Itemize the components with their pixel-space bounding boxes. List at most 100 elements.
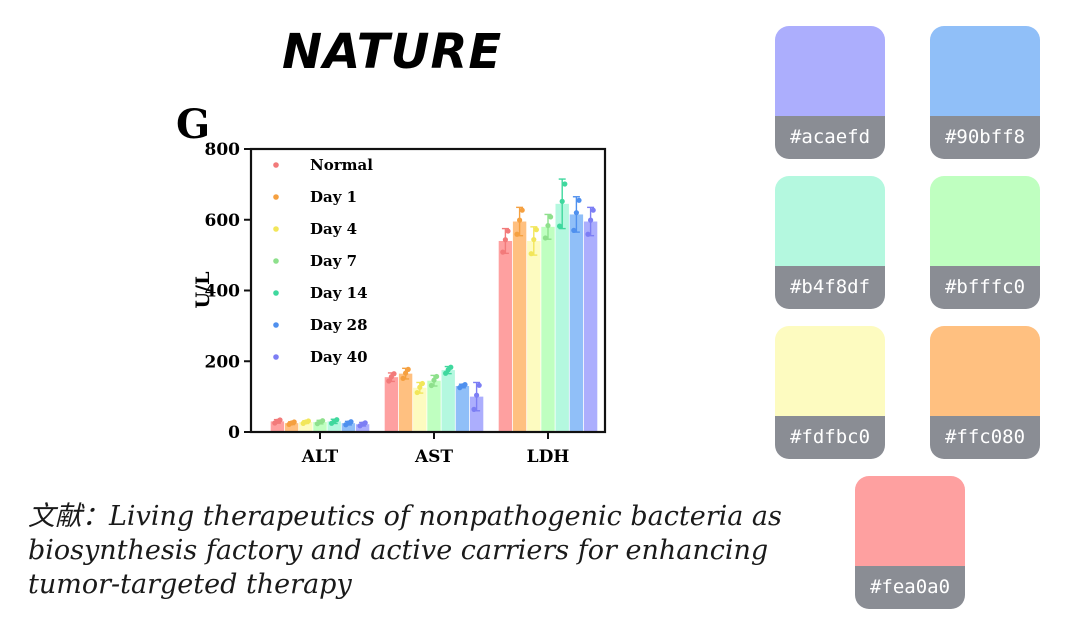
swatch-color bbox=[775, 326, 885, 416]
data-point bbox=[571, 227, 577, 233]
data-point bbox=[419, 380, 425, 387]
data-point bbox=[590, 207, 596, 213]
data-point bbox=[348, 419, 354, 425]
data-point bbox=[562, 181, 568, 187]
data-point bbox=[334, 417, 340, 423]
bar bbox=[427, 380, 441, 432]
panel-label: G bbox=[176, 101, 210, 148]
data-point bbox=[548, 214, 554, 220]
color-swatch: #bfffc0 bbox=[930, 176, 1040, 309]
data-point bbox=[428, 382, 434, 389]
y-tick-label: 800 bbox=[205, 140, 241, 160]
bar bbox=[413, 387, 427, 432]
bar bbox=[355, 424, 370, 432]
swatch-label: #bfffc0 bbox=[930, 266, 1040, 309]
swatch-color bbox=[930, 176, 1040, 266]
bar bbox=[441, 370, 455, 432]
bar bbox=[313, 422, 327, 432]
x-tick-label: AST bbox=[414, 447, 453, 467]
legend-label: Day 4 bbox=[310, 220, 357, 238]
bar bbox=[341, 423, 356, 432]
brand-logo: NATURE bbox=[282, 24, 503, 80]
data-point bbox=[434, 373, 440, 380]
data-point bbox=[414, 389, 420, 396]
data-point bbox=[588, 217, 594, 223]
citation: 文献：Living therapeutics of nonpathogenic … bbox=[28, 500, 818, 602]
data-point bbox=[502, 237, 508, 243]
data-point bbox=[400, 375, 406, 382]
y-tick-label: 200 bbox=[205, 352, 241, 372]
data-point bbox=[448, 364, 454, 370]
data-point bbox=[573, 210, 580, 216]
swatch-label: #fdfbc0 bbox=[775, 416, 885, 459]
color-swatch: #b4f8df bbox=[775, 176, 885, 309]
swatch-label: #fea0a0 bbox=[855, 566, 965, 609]
data-point bbox=[531, 236, 537, 243]
x-tick-label: LDH bbox=[527, 447, 570, 467]
bar bbox=[270, 421, 285, 432]
data-point bbox=[462, 381, 468, 388]
data-point bbox=[305, 418, 311, 424]
data-point bbox=[559, 198, 565, 204]
swatch-label: #ffc080 bbox=[930, 416, 1040, 459]
data-point bbox=[386, 378, 392, 384]
bar bbox=[284, 423, 299, 432]
y-tick-label: 0 bbox=[228, 423, 240, 443]
legend-label: Normal bbox=[310, 156, 373, 174]
data-point bbox=[505, 228, 511, 234]
data-point bbox=[528, 251, 534, 257]
data-point bbox=[585, 231, 591, 237]
data-point bbox=[362, 420, 368, 426]
data-point bbox=[519, 207, 525, 213]
bar bbox=[398, 373, 413, 432]
swatch-label: #90bff8 bbox=[930, 116, 1040, 159]
y-tick-label: 400 bbox=[205, 282, 241, 302]
legend-marker bbox=[273, 162, 279, 168]
bar bbox=[469, 396, 484, 432]
bar bbox=[569, 214, 584, 432]
color-swatch: #fdfbc0 bbox=[775, 326, 885, 459]
y-axis-label: U/L bbox=[192, 272, 214, 309]
data-point bbox=[476, 382, 482, 388]
bar bbox=[455, 386, 470, 432]
swatch-color bbox=[855, 476, 965, 566]
data-point bbox=[576, 197, 582, 203]
legend-marker bbox=[273, 258, 279, 264]
legend-label: Day 14 bbox=[310, 284, 368, 302]
legend-marker bbox=[273, 194, 279, 200]
swatch-color bbox=[930, 26, 1040, 116]
bar bbox=[555, 203, 569, 432]
data-point bbox=[391, 371, 397, 377]
data-point bbox=[471, 406, 477, 412]
data-point bbox=[474, 392, 480, 398]
data-point bbox=[557, 223, 563, 229]
data-point bbox=[417, 384, 423, 390]
color-swatch: #ffc080 bbox=[930, 326, 1040, 459]
bar bbox=[512, 221, 527, 432]
data-point bbox=[545, 222, 551, 229]
bar bbox=[583, 221, 598, 432]
swatch-color bbox=[775, 176, 885, 266]
bar bbox=[541, 226, 555, 432]
citation-line-2: biosynthesis factory and active carriers… bbox=[28, 535, 769, 566]
legend-label: Day 28 bbox=[310, 316, 368, 334]
bar bbox=[327, 421, 341, 432]
bar bbox=[498, 240, 513, 432]
bar bbox=[384, 377, 399, 432]
data-point bbox=[403, 370, 409, 376]
data-point bbox=[500, 249, 506, 255]
data-point bbox=[533, 227, 540, 233]
legend-marker bbox=[273, 290, 279, 296]
swatch-label: #b4f8df bbox=[775, 266, 885, 309]
legend-marker bbox=[273, 354, 279, 360]
data-point bbox=[542, 235, 549, 241]
data-point bbox=[320, 418, 326, 424]
y-tick-label: 600 bbox=[205, 211, 241, 231]
bar bbox=[299, 422, 313, 432]
data-point bbox=[405, 366, 411, 372]
data-point bbox=[291, 419, 297, 425]
swatch-color bbox=[775, 26, 885, 116]
data-point bbox=[277, 417, 283, 423]
color-swatch: #fea0a0 bbox=[855, 476, 965, 609]
